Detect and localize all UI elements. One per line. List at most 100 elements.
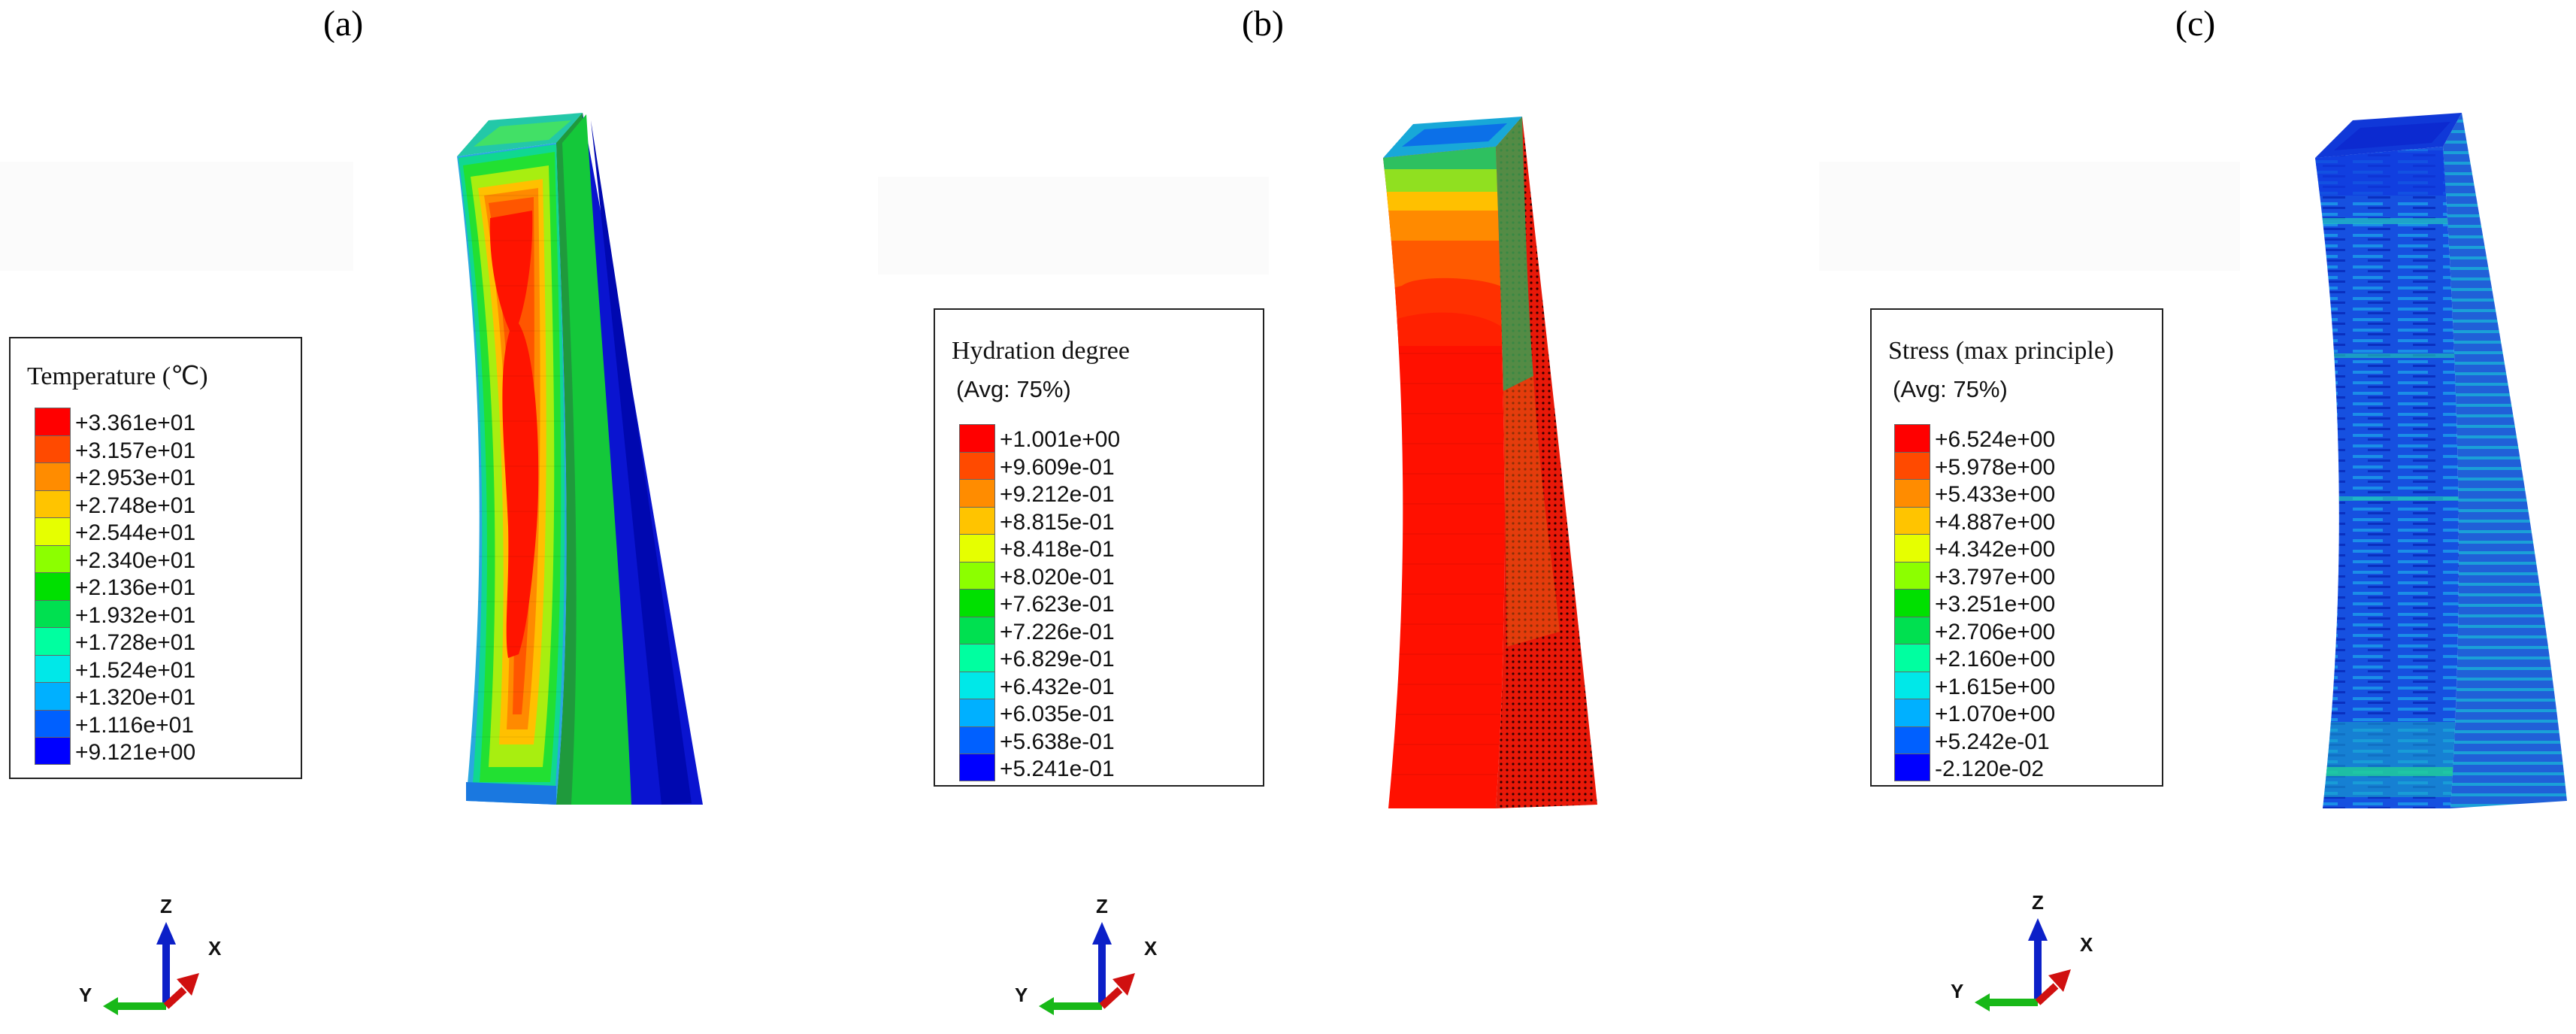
triad-z-label: Z: [160, 895, 172, 917]
legend-swatch: [1894, 699, 1930, 726]
legend-temperature: Temperature (℃) +3.361e+01 +3.157e+01 +2.9…: [9, 337, 302, 779]
legend-stress: Stress (max principle) (Avg: 75%) +6.524…: [1870, 308, 2163, 787]
axis-triad-b: Z X Y: [1015, 895, 1158, 1015]
legend-value: +2.136e+01: [75, 575, 196, 600]
legend-value: +8.020e-01: [1000, 564, 1115, 590]
legend-swatch: [1894, 424, 1930, 452]
legend-entry: +5.241e-01: [959, 754, 1115, 781]
legend-swatch: [959, 534, 995, 562]
legend-swatch: [1894, 534, 1930, 562]
legend-value: +2.953e+01: [75, 465, 196, 490]
legend-entry: +8.815e-01: [959, 506, 1115, 534]
legend-swatch: [35, 682, 71, 710]
legend-entry: +1.615e+00: [1894, 671, 2055, 699]
legend-entry: +2.748e+01: [35, 490, 195, 517]
legend-entry: +2.160e+00: [1894, 644, 2055, 672]
legend-swatch: [959, 589, 995, 617]
legend-value: +1.070e+00: [1935, 702, 2056, 726]
legend-swatch: [35, 462, 71, 490]
legend-entry: +5.978e+00: [1894, 451, 2055, 479]
legend-scale: +6.524e+00 +5.978e+00 +5.433e+00 +4.887e+00…: [1894, 424, 2055, 781]
legend-value: +8.418e-01: [1000, 537, 1115, 562]
legend-value: +1.728e+01: [75, 630, 196, 655]
legend-title: Stress (max principle): [1888, 337, 2114, 365]
legend-entry: +4.342e+00: [1894, 534, 2055, 562]
legend-value: -2.120e-02: [1935, 757, 2045, 781]
legend-swatch: [959, 644, 995, 672]
legend-entry: +6.829e-01: [959, 644, 1115, 672]
legend-entry: +9.121e+00: [35, 737, 195, 765]
legend-value: +6.829e-01: [1000, 647, 1115, 672]
panel-label-c: (c): [2175, 4, 2216, 44]
legend-entry: +2.136e+01: [35, 572, 195, 600]
legend-swatch: [1894, 561, 1930, 589]
legend-entry: +9.212e-01: [959, 479, 1115, 507]
legend-value: +6.524e+00: [1935, 427, 2056, 452]
legend-subtitle: (Avg: 75%): [956, 376, 1071, 402]
legend-value: +5.978e+00: [1935, 454, 2056, 480]
legend-entry: +1.728e+01: [35, 627, 195, 655]
triad-x-label: X: [1144, 937, 1158, 960]
legend-entry: +9.609e-01: [959, 451, 1115, 479]
legend-value: +4.887e+00: [1935, 509, 2056, 535]
legend-swatch: [1894, 451, 1930, 479]
legend-entry: +3.797e+00: [1894, 561, 2055, 589]
legend-entry: +1.932e+01: [35, 599, 195, 627]
legend-swatch: [35, 572, 71, 600]
legend-value: +2.748e+01: [75, 493, 196, 518]
legend-value: +2.706e+00: [1935, 619, 2056, 644]
legend-entry: +1.001e+00: [959, 424, 1120, 452]
legend-swatch: [35, 654, 71, 682]
legend-value: +2.160e+00: [1935, 647, 2056, 672]
legend-value: +5.242e-01: [1935, 729, 2050, 754]
legend-swatch: [35, 408, 71, 435]
legend-swatch: [1894, 589, 1930, 617]
background-block-b: [878, 177, 1269, 274]
legend-entry: +3.251e+00: [1894, 589, 2055, 617]
legend-entry: +8.418e-01: [959, 534, 1115, 562]
legend-entry: +8.020e-01: [959, 561, 1115, 589]
stress-model: [2315, 113, 2567, 808]
legend-value: +6.432e-01: [1000, 674, 1115, 699]
triad-y-label: Y: [1015, 984, 1028, 1006]
legend-entry: +1.070e+00: [1894, 699, 2055, 726]
legend-entry: +5.433e+00: [1894, 479, 2055, 507]
legend-value: +3.157e+01: [75, 438, 196, 463]
legend-swatch: [1894, 616, 1930, 644]
legend-scale: +1.001e+00 +9.609e-01 +9.212e-01 +8.815e-01…: [959, 424, 1120, 781]
legend-value: +2.340e+01: [75, 547, 196, 573]
legend-value: +1.001e+00: [1000, 427, 1121, 452]
legend-swatch: [959, 616, 995, 644]
legend-swatch: [35, 627, 71, 655]
legend-entry: +6.035e-01: [959, 699, 1115, 726]
triad-x-label: X: [208, 937, 222, 960]
legend-entry: +3.157e+01: [35, 435, 195, 462]
legend-swatch: [959, 561, 995, 589]
legend-swatch: [1894, 671, 1930, 699]
legend-value: +6.035e-01: [1000, 702, 1115, 726]
legend-swatch: [35, 435, 71, 462]
hydration-degree-model: [1383, 117, 1597, 808]
triad-x-label: X: [2080, 933, 2093, 956]
legend-value: +9.609e-01: [1000, 454, 1115, 480]
background-block-c: [1819, 162, 2240, 271]
legend-swatch: [959, 506, 995, 534]
legend-entry: +5.242e-01: [1894, 726, 2050, 754]
legend-value: +1.524e+01: [75, 657, 196, 683]
legend-value: +3.361e+01: [75, 411, 196, 435]
panel-label-a: (a): [323, 4, 364, 44]
legend-entry: +1.320e+01: [35, 682, 195, 710]
legend-value: +5.433e+00: [1935, 482, 2056, 507]
legend-title: Hydration degree: [952, 337, 1130, 365]
legend-value: +5.241e-01: [1000, 757, 1115, 781]
legend-entry: +2.953e+01: [35, 462, 195, 490]
legend-entry: +5.638e-01: [959, 726, 1115, 754]
legend-entry: +1.116e+01: [35, 709, 194, 737]
legend-value: +1.116e+01: [75, 712, 194, 738]
legend-value: +2.544e+01: [75, 520, 196, 545]
legend-entry: +7.623e-01: [959, 589, 1115, 617]
triad-z-label: Z: [1096, 895, 1108, 917]
legend-swatch: [35, 544, 71, 572]
triad-y-label: Y: [1951, 980, 1963, 1002]
legend-hydration-degree: Hydration degree (Avg: 75%) +1.001e+00 +9…: [934, 308, 1264, 787]
